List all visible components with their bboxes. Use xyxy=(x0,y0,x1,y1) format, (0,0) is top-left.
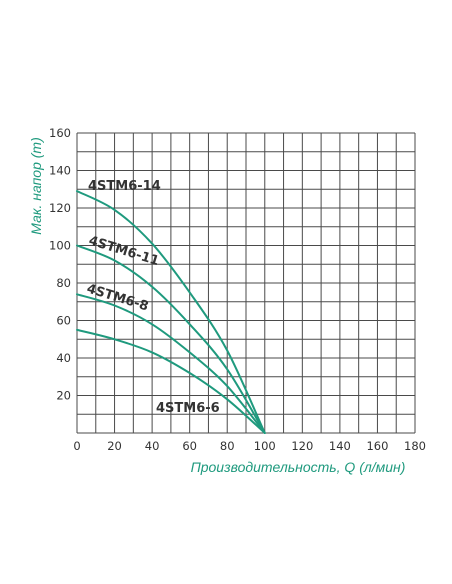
y-tick-label: 60 xyxy=(56,314,71,328)
x-tick-label: 160 xyxy=(366,439,388,453)
x-tick-label: 0 xyxy=(73,439,80,453)
y-axis-title: Мак. напор (m) xyxy=(28,137,44,234)
y-tick-label: 120 xyxy=(49,201,71,215)
curve-4stm6-6 xyxy=(76,328,266,434)
chart-grid xyxy=(76,132,416,434)
x-tick-label: 120 xyxy=(291,439,313,453)
curve-4stm6-8 xyxy=(76,293,266,434)
curve-label-4stm6-14: 4STM6-14 xyxy=(88,179,161,194)
y-tick-label: 140 xyxy=(49,164,71,178)
y-tick-label: 40 xyxy=(56,351,71,365)
y-tick-label: 20 xyxy=(56,389,71,403)
x-axis-ticks: 0 20 40 60 80 100 120 140 160 180 xyxy=(73,439,426,453)
y-tick-label: 160 xyxy=(49,126,71,140)
x-tick-label: 140 xyxy=(329,439,351,453)
curve-4stm6-11 xyxy=(76,244,266,434)
y-tick-label: 80 xyxy=(56,276,71,290)
x-tick-label: 180 xyxy=(404,439,426,453)
x-tick-label: 60 xyxy=(182,439,197,453)
x-tick-label: 20 xyxy=(107,439,122,453)
curve-4stm6-14 xyxy=(76,190,266,434)
curve-label-4stm6-6: 4STM6-6 xyxy=(156,401,220,416)
y-tick-label: 100 xyxy=(49,239,71,253)
chart-curves xyxy=(76,190,266,434)
x-tick-label: 80 xyxy=(220,439,235,453)
curve-label-4stm6-8: 4STM6-8 xyxy=(85,281,150,314)
y-axis-ticks: 20 40 60 80 100 120 140 160 xyxy=(49,126,71,403)
x-tick-label: 40 xyxy=(145,439,160,453)
x-tick-label: 100 xyxy=(254,439,276,453)
x-axis-title: Производительность, Q (л/мин) xyxy=(191,459,406,475)
